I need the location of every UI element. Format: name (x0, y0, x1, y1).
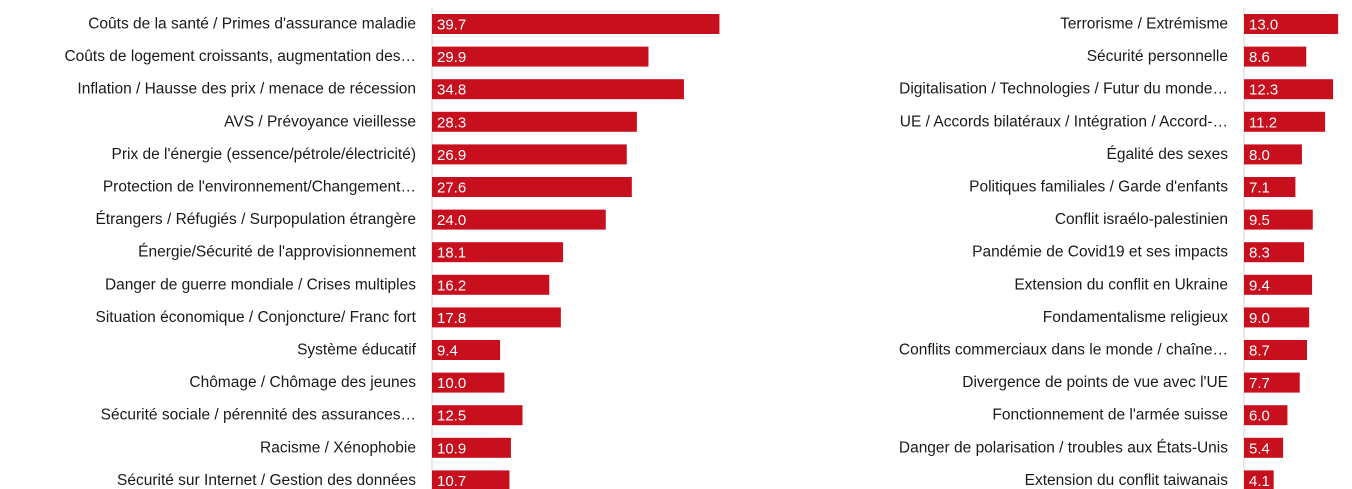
category-label: UE / Accords bilatéraux / Intégration / … (900, 113, 1228, 130)
category-label: Chômage / Chômage des jeunes (189, 374, 416, 391)
category-label: Pandémie de Covid19 et ses impacts (972, 244, 1228, 261)
bar-value-label: 4.1 (1249, 473, 1270, 489)
bar (1244, 46, 1307, 67)
bar (1244, 372, 1300, 393)
category-label: Fonctionnement de l'armée suisse (992, 407, 1228, 424)
bar (432, 209, 606, 230)
bar (432, 242, 564, 263)
bar-value-label: 5.4 (1249, 440, 1270, 457)
bar-value-label: 16.2 (437, 277, 466, 294)
category-label: Fondamentalisme religieux (1043, 309, 1228, 326)
category-label: Inflation / Hausse des prix / menace de … (77, 81, 416, 98)
category-label: AVS / Prévoyance vieillesse (224, 113, 416, 130)
bar-value-label: 8.6 (1249, 49, 1270, 66)
bar-value-label: 10.9 (437, 440, 466, 457)
category-label: Divergence de points de vue avec l'UE (962, 374, 1228, 391)
category-label: Danger de guerre mondiale / Crises multi… (105, 276, 416, 293)
bar (1244, 470, 1274, 489)
bar (1244, 111, 1326, 132)
bar-value-label: 7.7 (1249, 375, 1270, 392)
bar-value-label: 8.0 (1249, 147, 1270, 164)
bar (432, 79, 684, 100)
bar-value-label: 9.4 (1249, 277, 1270, 294)
category-label: Conflits commerciaux dans le monde / cha… (899, 342, 1228, 359)
bar (432, 307, 561, 328)
category-label: Coûts de la santé / Primes d'assurance m… (88, 16, 416, 33)
bar-value-label: 10.0 (437, 375, 466, 392)
bar-value-label: 12.3 (1249, 82, 1278, 99)
category-label: Racisme / Xénophobie (260, 439, 416, 456)
bar (432, 177, 632, 197)
category-label: Conflit israélo-palestinien (1055, 211, 1228, 228)
bar-value-label: 28.3 (437, 114, 466, 131)
bar (432, 437, 511, 458)
category-label: Coûts de logement croissants, augmentati… (64, 48, 416, 65)
bar (1244, 405, 1288, 426)
bar-value-label: 12.5 (437, 408, 466, 425)
category-label: Politiques familiales / Garde d'enfants (969, 179, 1228, 196)
category-label: Danger de polarisation / troubles aux Ét… (899, 439, 1228, 456)
bar-value-label: 6.0 (1249, 408, 1270, 425)
bar (432, 144, 627, 165)
bar-value-label: 29.9 (437, 49, 466, 66)
category-label: Protection de l'environnement/Changement… (103, 179, 416, 196)
bar (1244, 144, 1302, 165)
category-label: Sécurité sociale / pérennité des assuran… (101, 407, 416, 424)
bar (1244, 177, 1296, 197)
category-label: Prix de l'énergie (essence/pétrole/élect… (112, 146, 417, 163)
bar (432, 46, 649, 67)
bar (432, 14, 720, 34)
bar (432, 340, 501, 360)
bar (1244, 242, 1305, 263)
bar-value-label: 9.0 (1249, 310, 1270, 327)
bar-value-label: 34.8 (437, 82, 466, 99)
bar (1244, 307, 1310, 328)
category-label: Digitalisation / Technologies / Futur du… (899, 81, 1228, 98)
chart-panel-1: Coûts de la santé / Primes d'assurance m… (64, 8, 720, 489)
bar-value-label: 8.3 (1249, 245, 1270, 262)
bar-value-label: 18.1 (437, 245, 466, 262)
bar (1244, 274, 1313, 295)
category-label: Système éducatif (297, 342, 417, 359)
category-label: Sécurité personnelle (1087, 48, 1228, 65)
category-label: Égalité des sexes (1107, 146, 1229, 163)
bar-value-label: 26.9 (437, 147, 466, 164)
bar-value-label: 7.1 (1249, 180, 1270, 197)
bar-value-label: 24.0 (437, 212, 466, 229)
bar-value-label: 13.0 (1249, 17, 1278, 34)
bar (432, 405, 523, 426)
bar-value-label: 8.7 (1249, 343, 1270, 360)
category-label: Énergie/Sécurité de l'approvisionnement (138, 244, 417, 261)
bar (432, 274, 550, 295)
bar-value-label: 11.2 (1249, 114, 1277, 131)
bar-value-label: 27.6 (437, 180, 466, 197)
category-label: Terrorisme / Extrémisme (1060, 16, 1228, 33)
category-label: Situation économique / Conjoncture/ Fran… (95, 309, 416, 326)
bar (1244, 340, 1307, 360)
bar (1244, 14, 1339, 34)
bar (1244, 79, 1334, 100)
chart-panel-2: Terrorisme / Extrémisme 13.0 Sécurité pers… (899, 8, 1339, 489)
bar-value-label: 10.7 (437, 473, 466, 489)
bar (1244, 209, 1313, 230)
bar (432, 470, 510, 489)
bar-value-label: 9.5 (1249, 212, 1270, 229)
bar (432, 111, 637, 132)
bar-value-label: 17.8 (437, 310, 466, 327)
category-label: Extension du conflit en Ukraine (1014, 276, 1228, 293)
category-label: Extension du conflit taiwanais (1025, 472, 1229, 489)
category-label: Étrangers / Réfugiés / Surpopulation étr… (95, 211, 416, 228)
category-label: Sécurité sur Internet / Gestion des donn… (117, 472, 416, 489)
bar-value-label: 9.4 (437, 343, 458, 360)
bar (1244, 437, 1284, 458)
bar (432, 372, 505, 393)
bar-value-label: 39.7 (437, 17, 466, 34)
